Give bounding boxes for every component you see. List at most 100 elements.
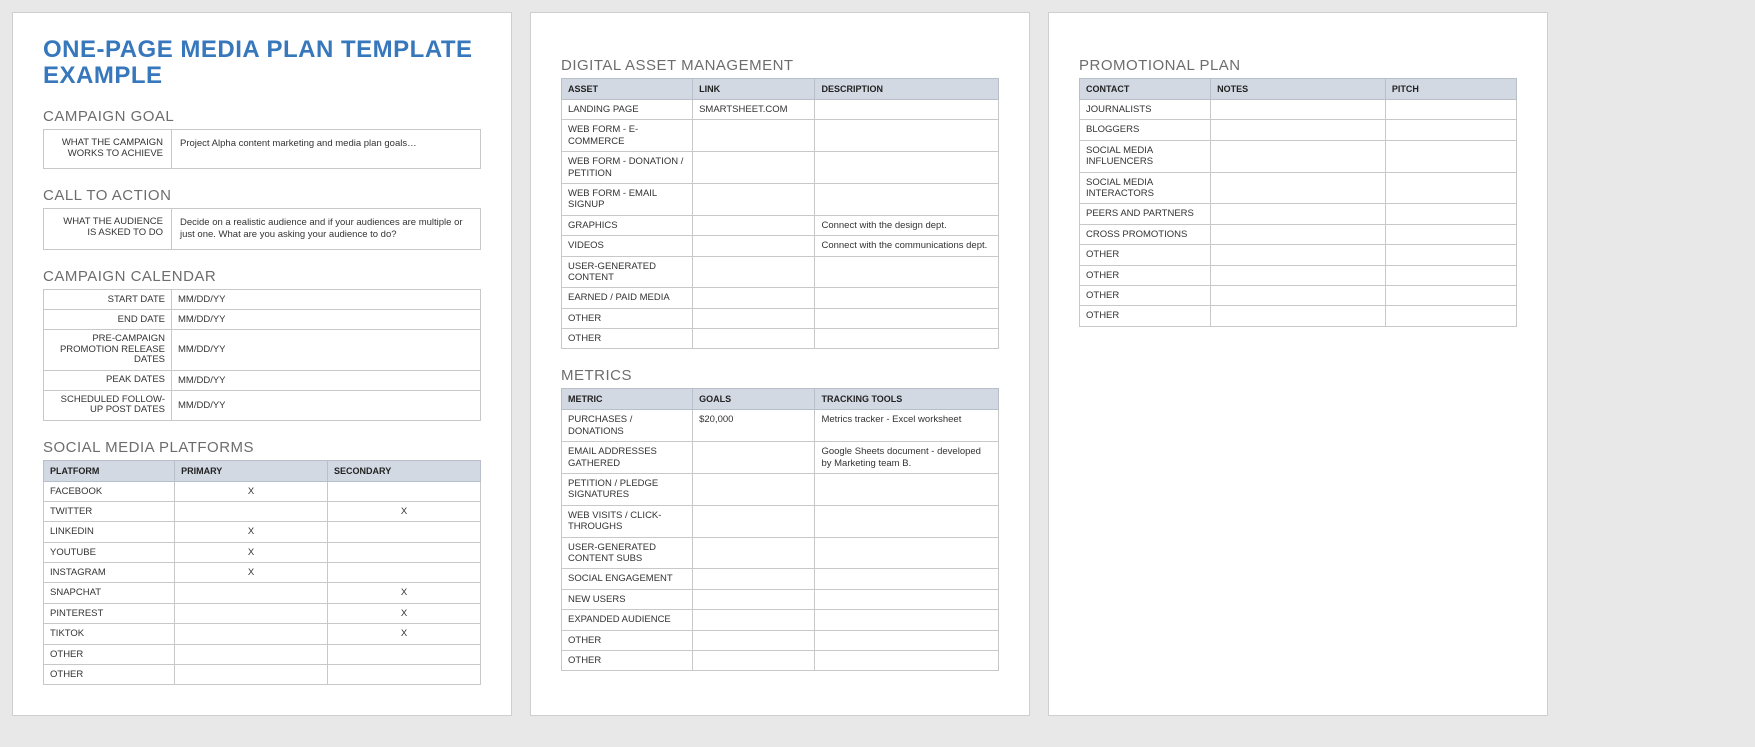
table-cell xyxy=(1385,120,1516,140)
table-cell xyxy=(693,442,815,474)
table-cell xyxy=(815,100,999,120)
table-cell: WEB FORM - E-COMMERCE xyxy=(562,120,693,152)
table-cell xyxy=(815,589,999,609)
table-cell xyxy=(328,542,481,562)
table-row: WEB FORM - E-COMMERCE xyxy=(562,120,999,152)
table-cell: SMARTSHEET.COM xyxy=(693,100,815,120)
table-row: CROSS PROMOTIONS xyxy=(1080,224,1517,244)
table-cell xyxy=(815,474,999,506)
table-cell xyxy=(328,481,481,501)
table-cell xyxy=(1211,245,1386,265)
table-cell xyxy=(693,308,815,328)
table-row: PETITION / PLEDGE SIGNATURES xyxy=(562,474,999,506)
table-row: OTHER xyxy=(44,644,481,664)
table-cell: X xyxy=(328,501,481,521)
table-row: NEW USERS xyxy=(562,589,999,609)
table-header-cell: PRIMARY xyxy=(175,460,328,481)
campaign-goal-label: WHAT THE CAMPAIGN WORKS TO ACHIEVE xyxy=(44,130,172,168)
table-cell xyxy=(693,589,815,609)
table-cell xyxy=(1211,306,1386,326)
table-row: LANDING PAGESMARTSHEET.COM xyxy=(562,100,999,120)
calendar-row-value: MM/DD/YY xyxy=(172,290,481,310)
calendar-row-label: PEAK DATES xyxy=(44,370,172,390)
table-row: OTHER xyxy=(562,650,999,670)
table-cell xyxy=(693,505,815,537)
table-cell: WEB FORM - EMAIL SIGNUP xyxy=(562,183,693,215)
table-row: OTHER xyxy=(44,665,481,685)
table-cell xyxy=(815,183,999,215)
table-cell: X xyxy=(175,542,328,562)
table-cell: X xyxy=(328,624,481,644)
table-cell xyxy=(1211,120,1386,140)
table-cell xyxy=(1385,285,1516,305)
table-cell xyxy=(815,537,999,569)
table-header-cell: METRIC xyxy=(562,389,693,410)
table-cell: X xyxy=(328,603,481,623)
table-cell: BLOGGERS xyxy=(1080,120,1211,140)
table-cell: X xyxy=(175,563,328,583)
table-cell: TWITTER xyxy=(44,501,175,521)
section-heading-promo: PROMOTIONAL PLAN xyxy=(1079,57,1517,74)
table-cell xyxy=(693,288,815,308)
table-row: SOCIAL MEDIA INTERACTORS xyxy=(1080,172,1517,204)
table-row: TWITTER X xyxy=(44,501,481,521)
table-cell xyxy=(693,256,815,288)
table-row: OTHER xyxy=(1080,285,1517,305)
table-row: GRAPHICSConnect with the design dept. xyxy=(562,215,999,235)
calendar-row-label: END DATE xyxy=(44,310,172,330)
table-cell: Google Sheets document - developed by Ma… xyxy=(815,442,999,474)
table-cell: USER-GENERATED CONTENT SUBS xyxy=(562,537,693,569)
table-cell xyxy=(175,665,328,685)
table-cell xyxy=(815,152,999,184)
table-cell: X xyxy=(175,522,328,542)
table-cell: OTHER xyxy=(44,644,175,664)
table-cell xyxy=(693,236,815,256)
table-row: OTHER xyxy=(1080,245,1517,265)
page-3: PROMOTIONAL PLAN CONTACTNOTESPITCH JOURN… xyxy=(1048,12,1548,716)
table-header-cell: PITCH xyxy=(1385,79,1516,100)
table-row: WEB FORM - DONATION / PETITION xyxy=(562,152,999,184)
metrics-table: METRICGOALSTRACKING TOOLS PURCHASES / DO… xyxy=(561,388,999,671)
table-row: PEERS AND PARTNERS xyxy=(1080,204,1517,224)
table-cell: WEB FORM - DONATION / PETITION xyxy=(562,152,693,184)
table-row: EXPANDED AUDIENCE xyxy=(562,610,999,630)
table-row: LINKEDINX xyxy=(44,522,481,542)
table-cell xyxy=(693,569,815,589)
table-cell: OTHER xyxy=(562,329,693,349)
table-header-cell: GOALS xyxy=(693,389,815,410)
table-cell xyxy=(1385,100,1516,120)
table-row: FACEBOOKX xyxy=(44,481,481,501)
calendar-row-value: MM/DD/YY xyxy=(172,370,481,390)
section-heading-cta: CALL TO ACTION xyxy=(43,187,481,204)
table-header-cell: SECONDARY xyxy=(328,460,481,481)
table-row: EMAIL ADDRESSES GATHERED Google Sheets do… xyxy=(562,442,999,474)
cta-label: WHAT THE AUDIENCE IS ASKED TO DO xyxy=(44,209,172,250)
table-cell xyxy=(1385,172,1516,204)
table-header-cell: CONTACT xyxy=(1080,79,1211,100)
calendar-row-label: PRE-CAMPAIGN PROMOTION RELEASE DATES xyxy=(44,330,172,370)
table-cell: EMAIL ADDRESSES GATHERED xyxy=(562,442,693,474)
calendar-row: START DATEMM/DD/YY xyxy=(44,290,481,310)
table-cell xyxy=(693,474,815,506)
table-row: USER-GENERATED CONTENT SUBS xyxy=(562,537,999,569)
table-row: OTHER xyxy=(562,329,999,349)
table-cell: OTHER xyxy=(562,308,693,328)
table-cell: OTHER xyxy=(562,630,693,650)
table-cell xyxy=(1385,204,1516,224)
table-cell: Metrics tracker - Excel worksheet xyxy=(815,410,999,442)
section-heading-calendar: CAMPAIGN CALENDAR xyxy=(43,268,481,285)
table-header-cell: ASSET xyxy=(562,79,693,100)
table-cell: TIKTOK xyxy=(44,624,175,644)
table-cell: INSTAGRAM xyxy=(44,563,175,583)
table-cell xyxy=(815,569,999,589)
table-cell xyxy=(1385,306,1516,326)
table-cell: EARNED / PAID MEDIA xyxy=(562,288,693,308)
cta-box: WHAT THE AUDIENCE IS ASKED TO DO Decide … xyxy=(43,208,481,251)
table-cell xyxy=(815,650,999,670)
table-cell: OTHER xyxy=(1080,245,1211,265)
table-row: SOCIAL MEDIA INFLUENCERS xyxy=(1080,140,1517,172)
table-cell: X xyxy=(328,583,481,603)
cta-value: Decide on a realistic audience and if yo… xyxy=(172,209,480,250)
table-cell: EXPANDED AUDIENCE xyxy=(562,610,693,630)
table-cell: LANDING PAGE xyxy=(562,100,693,120)
